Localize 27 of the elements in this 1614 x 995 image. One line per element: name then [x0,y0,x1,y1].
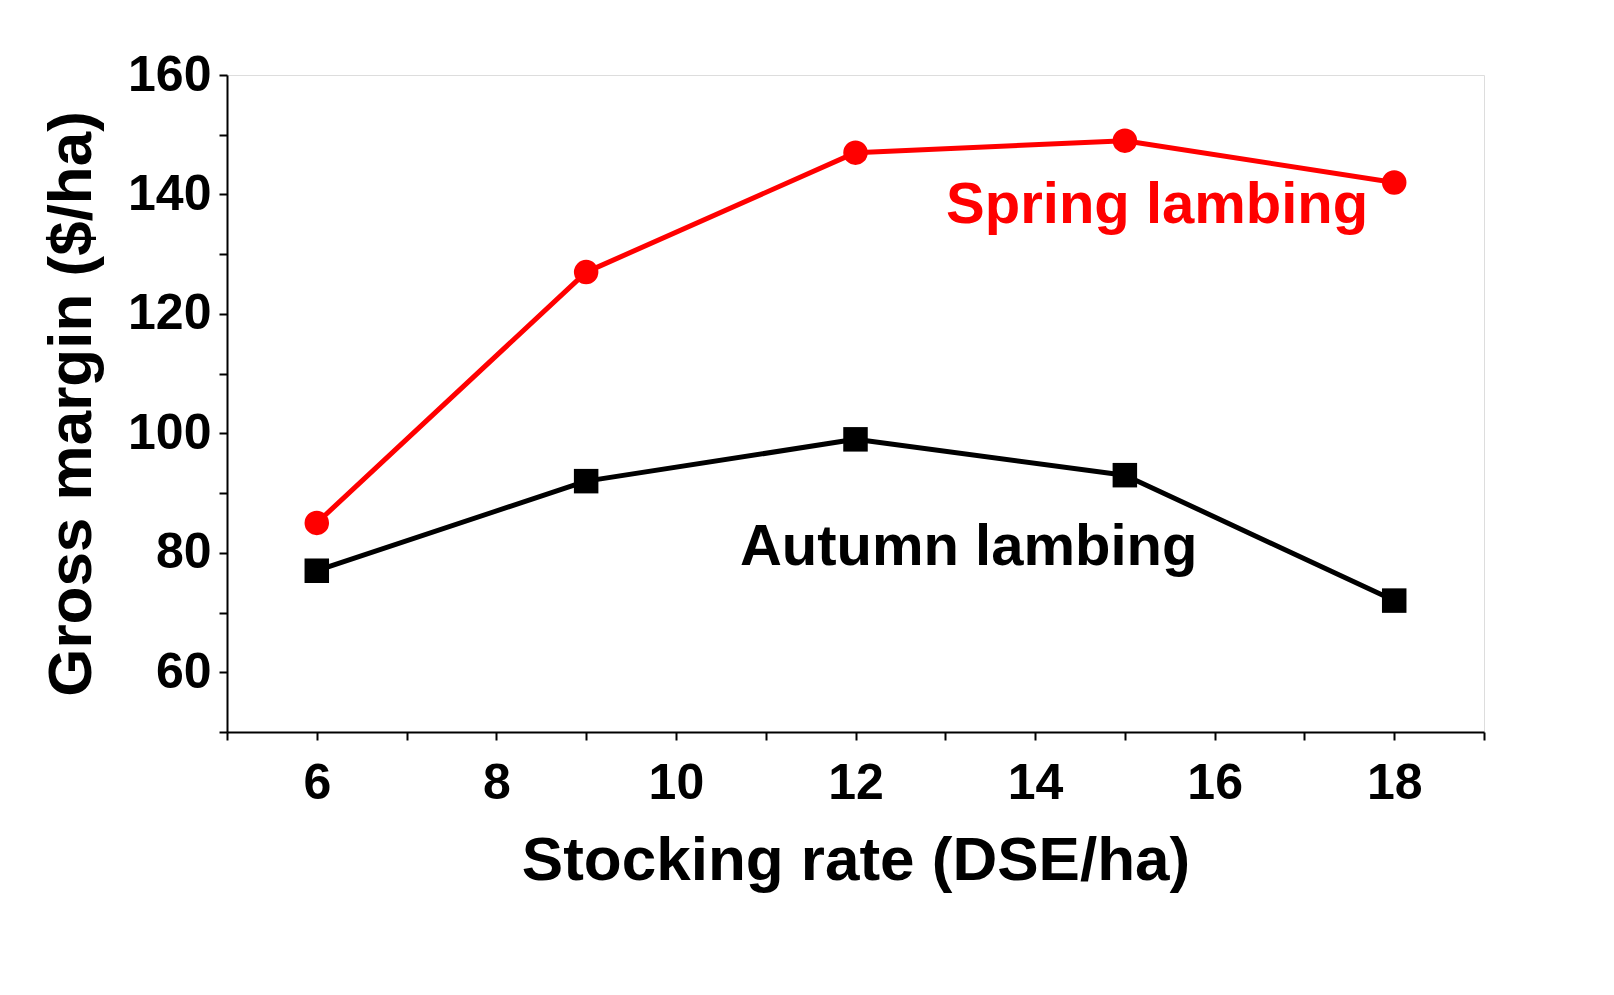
point [843,427,868,452]
point [843,140,868,165]
x-tick-label: 18 [1366,753,1423,810]
point [1381,170,1407,195]
point [1381,588,1407,613]
series-label: Spring lambing [946,170,1369,236]
y-tick-label: 100 [128,403,212,460]
y-tick-label: 60 [155,642,212,699]
x-tick-label: 12 [828,753,884,810]
x-tick-label: 6 [303,753,332,810]
y-axis-title: Gross margin ($/ha) [35,111,105,697]
point [304,510,330,536]
point [1112,462,1138,488]
x-tick-label: 16 [1187,753,1243,810]
y-tick-label: 80 [155,523,212,580]
x-tick-label: 14 [1007,753,1064,810]
point [573,468,599,494]
x-tick-label: 8 [482,753,511,810]
y-tick-label: 140 [128,164,212,221]
series-label: Autumn lambing [739,512,1198,578]
y-tick-label: 120 [128,284,212,341]
y-tick-label: 160 [128,45,212,102]
x-tick-label: 10 [648,753,705,810]
x-axis-title: Stocking rate (DSE/ha) [521,823,1191,893]
point [1112,128,1138,153]
point [304,558,330,583]
point [573,259,599,285]
